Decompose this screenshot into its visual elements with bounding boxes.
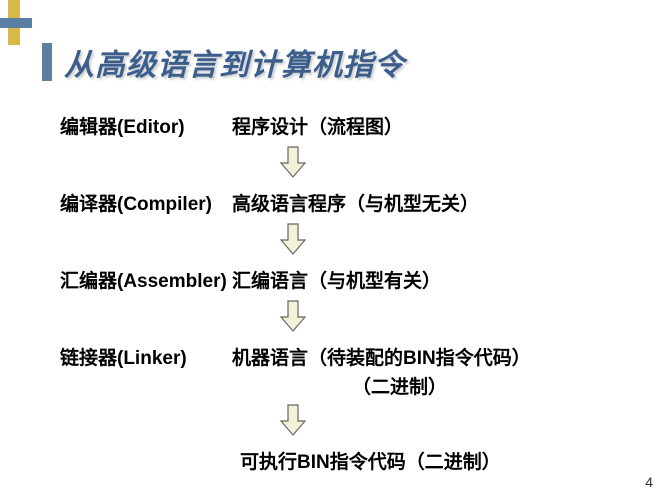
arrow-container bbox=[60, 145, 640, 179]
stage-desc: 程序设计（流程图） bbox=[232, 112, 640, 139]
stage-desc: 高级语言程序（与机型无关） bbox=[232, 189, 640, 216]
stage-row: 链接器(Linker) 机器语言（待装配的BIN指令代码） bbox=[60, 343, 640, 370]
tool-label: 编译器(Compiler) bbox=[60, 189, 232, 216]
flowchart-content: 编辑器(Editor) 程序设计（流程图） 编译器(Compiler) 高级语言… bbox=[60, 112, 640, 474]
tool-label: 链接器(Linker) bbox=[60, 343, 232, 370]
down-arrow-icon bbox=[280, 403, 306, 437]
arrow-container bbox=[60, 222, 640, 256]
stage-row: 编译器(Compiler) 高级语言程序（与机型无关） bbox=[60, 189, 640, 216]
tool-label: 汇编器(Assembler) bbox=[60, 266, 232, 293]
arrow-container bbox=[60, 403, 640, 437]
down-arrow-icon bbox=[280, 222, 306, 256]
corner-horizontal-bar bbox=[0, 18, 32, 28]
stage-desc: 汇编语言（与机型有关） bbox=[232, 266, 640, 293]
down-arrow-icon bbox=[280, 299, 306, 333]
down-arrow-icon bbox=[280, 145, 306, 179]
final-stage: 可执行BIN指令代码（二进制） bbox=[60, 447, 640, 474]
slide-title: 从高级语言到计算机指令 bbox=[64, 40, 405, 84]
stage-desc: 机器语言（待装配的BIN指令代码） bbox=[232, 343, 640, 370]
title-accent-bar bbox=[42, 43, 52, 81]
stage-row: 编辑器(Editor) 程序设计（流程图） bbox=[60, 112, 640, 139]
stage-row: 汇编器(Assembler) 汇编语言（与机型有关） bbox=[60, 266, 640, 293]
stage-desc-sub: （二进制） bbox=[232, 372, 640, 399]
tool-label: 编辑器(Editor) bbox=[60, 112, 232, 139]
title-bar: 从高级语言到计算机指令 bbox=[42, 40, 405, 84]
page-number: 4 bbox=[645, 474, 653, 490]
arrow-container bbox=[60, 299, 640, 333]
